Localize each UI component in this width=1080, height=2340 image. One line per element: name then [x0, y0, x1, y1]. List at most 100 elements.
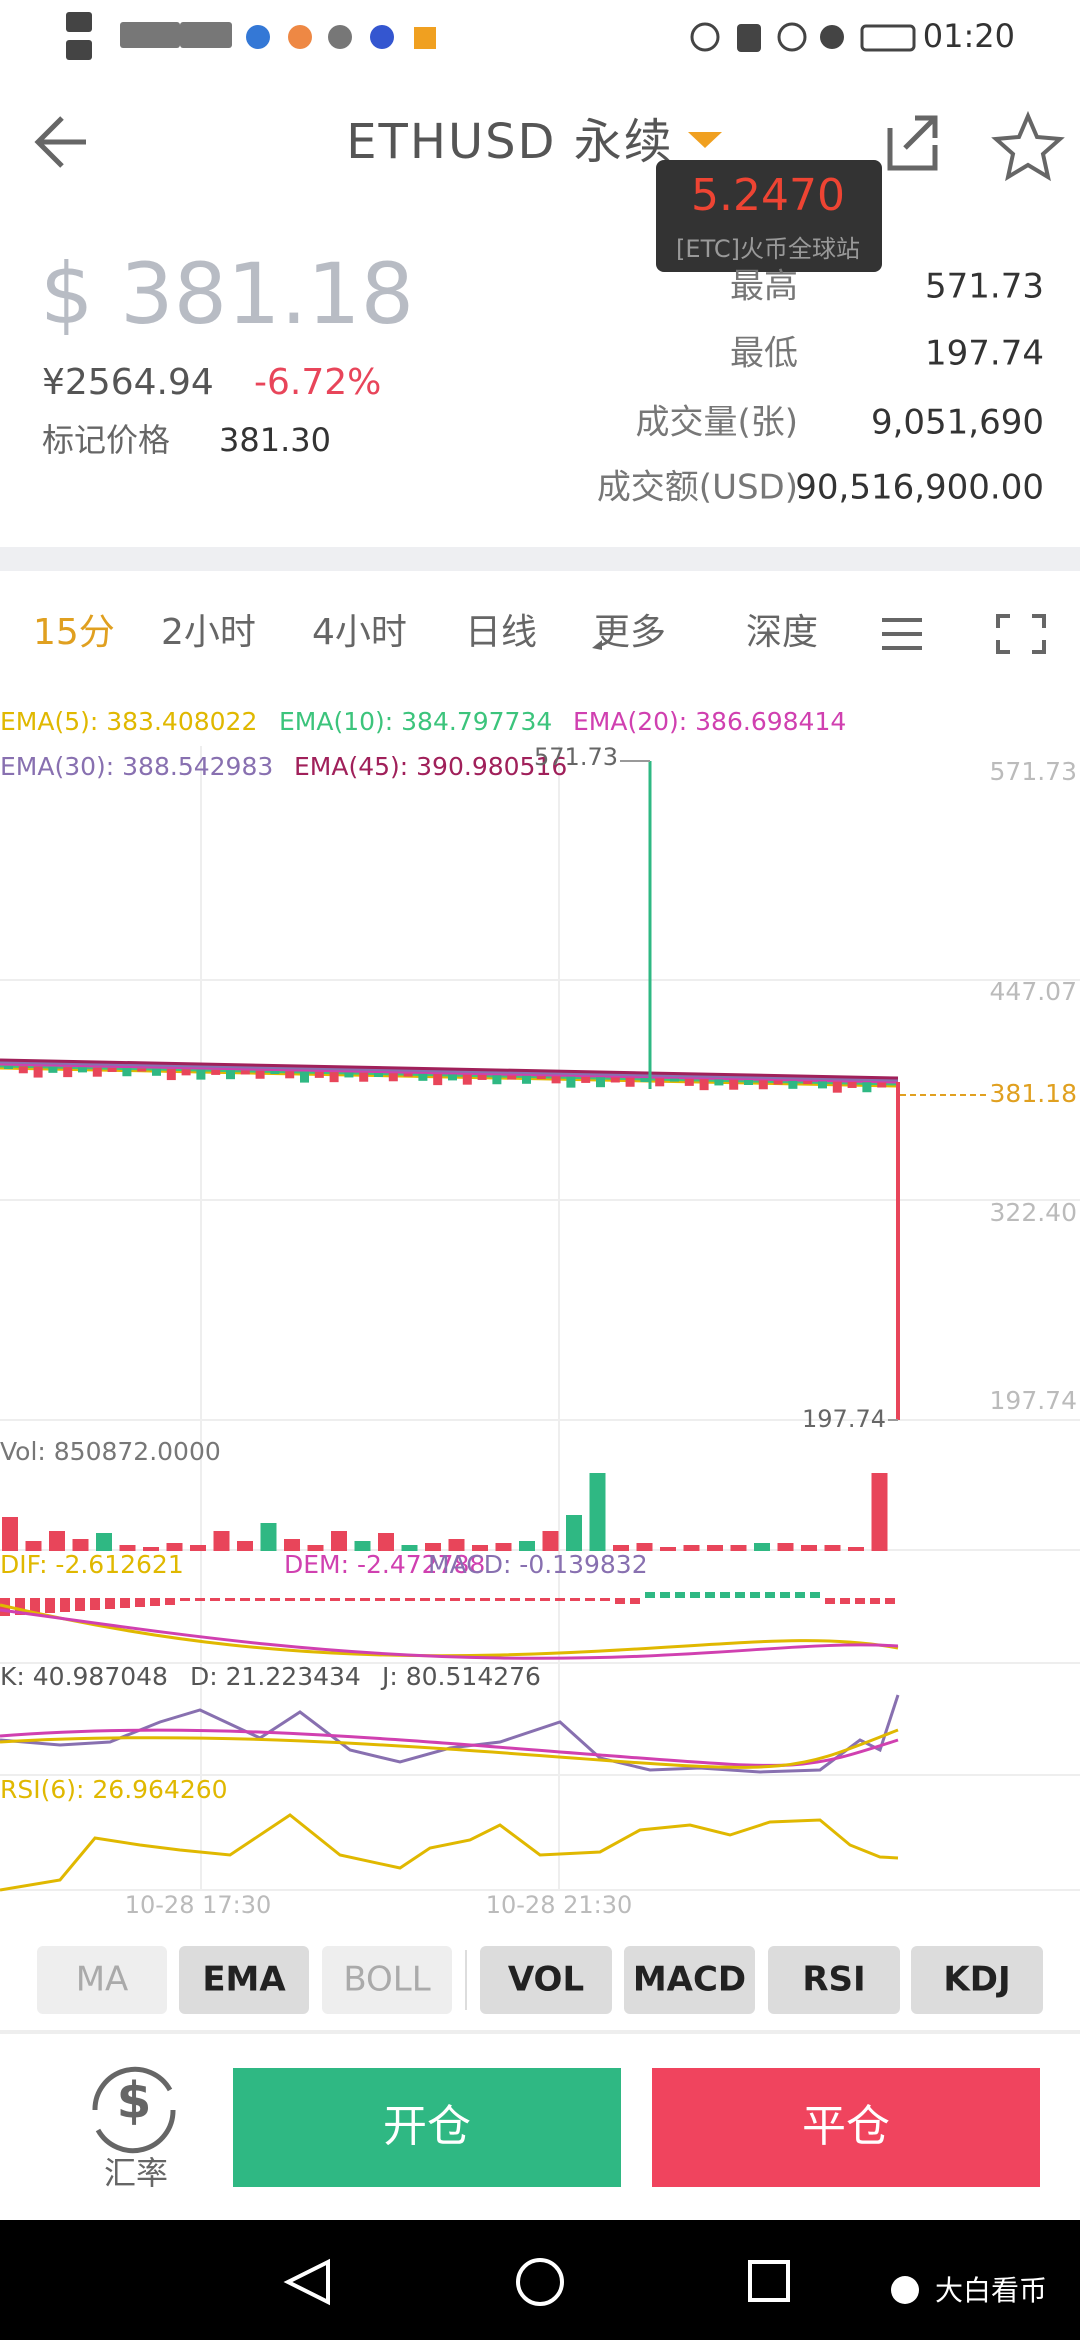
candle — [699, 1079, 709, 1091]
kdj-legend: J: 80.514276 — [380, 1662, 541, 1691]
share-button[interactable] — [887, 115, 938, 171]
tab[interactable]: 4小时 — [312, 612, 407, 653]
time-label: 10-28 21:30 — [486, 1891, 633, 1919]
tooltip — [656, 160, 882, 272]
volume-bar — [683, 1545, 700, 1551]
indicator-label[interactable]: RSI — [802, 1960, 865, 2000]
ema-line — [0, 1060, 899, 1082]
indicator-label[interactable]: MA — [76, 1960, 129, 2000]
back-button[interactable] — [34, 116, 86, 168]
close-button[interactable] — [652, 2068, 1040, 2187]
macd-bar — [780, 1592, 790, 1598]
volume-bar — [284, 1539, 300, 1551]
price-axis-label: 197.74 — [990, 1386, 1077, 1415]
macd-bar — [795, 1592, 805, 1598]
indicator-label[interactable]: MACD — [633, 1960, 746, 2000]
candle — [122, 1068, 132, 1077]
mark-price: 381.30 — [219, 421, 331, 459]
watermark: 大白看币 — [935, 2274, 1047, 2307]
candle — [403, 1073, 413, 1077]
app-icon — [414, 27, 436, 49]
volume-bar — [730, 1545, 747, 1551]
candle — [729, 1079, 739, 1090]
macd-bar — [585, 1598, 595, 1601]
tab[interactable]: 深度 — [746, 612, 818, 653]
rate-label[interactable]: 汇率 — [104, 2154, 168, 2192]
macd-bar — [510, 1598, 520, 1601]
kdj-legend: D: 21.223434 — [190, 1662, 361, 1691]
nav-back[interactable] — [283, 2258, 330, 2306]
open-button[interactable] — [233, 2068, 621, 2187]
candle — [137, 1068, 147, 1072]
tab[interactable]: 更多 — [594, 612, 666, 653]
tab[interactable]: 2小时 — [161, 612, 256, 653]
candle — [758, 1080, 768, 1090]
open-label[interactable]: 开仓 — [383, 2101, 471, 2152]
nav-home[interactable] — [516, 2258, 564, 2306]
candle — [196, 1069, 206, 1080]
macd-bar — [195, 1598, 205, 1601]
candle — [640, 1078, 650, 1083]
divider — [0, 2030, 1080, 2034]
indicator-label[interactable]: KDJ — [943, 1960, 1010, 2000]
volume-bar — [613, 1545, 629, 1551]
macd-bar — [495, 1598, 505, 1601]
macd-bar — [345, 1598, 355, 1601]
macd-legend: MACD: -0.139832 — [428, 1550, 648, 1579]
candle — [448, 1074, 457, 1081]
volume-bar — [213, 1531, 230, 1551]
tab[interactable]: 日线 — [465, 612, 537, 653]
macd-bar — [210, 1598, 220, 1601]
candle — [714, 1079, 724, 1086]
close-label[interactable]: 平仓 — [802, 2101, 890, 2152]
candle — [388, 1073, 398, 1082]
divider — [0, 547, 1080, 571]
macd-bar — [105, 1598, 115, 1609]
nav-recent[interactable] — [748, 2260, 790, 2302]
indicator-button[interactable] — [37, 1946, 167, 2014]
mark-label: 标记价格 — [42, 421, 170, 459]
candle — [240, 1070, 250, 1075]
indicator-button[interactable] — [911, 1946, 1043, 2014]
wechat-icon — [891, 2276, 919, 2304]
candle — [270, 1071, 280, 1075]
alarm-icon — [777, 22, 807, 52]
indicator-label[interactable]: EMA — [202, 1960, 286, 2000]
dropdown-icon[interactable] — [688, 132, 722, 148]
indicator-label[interactable]: BOLL — [343, 1960, 430, 2000]
macd-bar — [435, 1598, 445, 1601]
page-title[interactable]: ETHUSD 永续 — [346, 114, 674, 170]
volume-bar — [2, 1517, 18, 1551]
volume-bar — [96, 1533, 112, 1551]
indicator-button[interactable] — [768, 1946, 900, 2014]
settings-button[interactable] — [882, 618, 922, 650]
rsi-legend: RSI(6): 26.964260 — [0, 1775, 228, 1804]
indicator-button[interactable] — [179, 1946, 309, 2014]
macd-bar — [60, 1598, 70, 1612]
macd-bar — [750, 1592, 760, 1598]
candle — [536, 1076, 546, 1080]
fullscreen-button[interactable] — [996, 614, 1046, 654]
candle — [48, 1066, 58, 1073]
hd-icon — [66, 12, 92, 32]
rate-icon[interactable]: $ — [92, 2066, 176, 2154]
indicator-button[interactable] — [624, 1946, 755, 2014]
macd-bar — [735, 1592, 745, 1598]
candle — [625, 1077, 635, 1087]
volume-bar — [237, 1541, 253, 1551]
macd-bar — [240, 1598, 250, 1601]
signal-icon — [120, 22, 180, 48]
tab[interactable]: 15分 — [33, 612, 115, 653]
macd-bar — [225, 1598, 235, 1601]
volume-bar — [754, 1543, 770, 1551]
indicator-button[interactable] — [322, 1946, 452, 2014]
rate-arrow — [95, 2109, 176, 2154]
tabs: 15分 2小时 4小时 日线 更多 深度 — [33, 612, 818, 653]
candle — [181, 1069, 191, 1076]
indicator-button[interactable] — [480, 1946, 612, 2014]
ema-line — [0, 1058, 899, 1080]
favorite-button[interactable] — [991, 110, 1065, 182]
indicator-label[interactable]: VOL — [508, 1960, 584, 2000]
